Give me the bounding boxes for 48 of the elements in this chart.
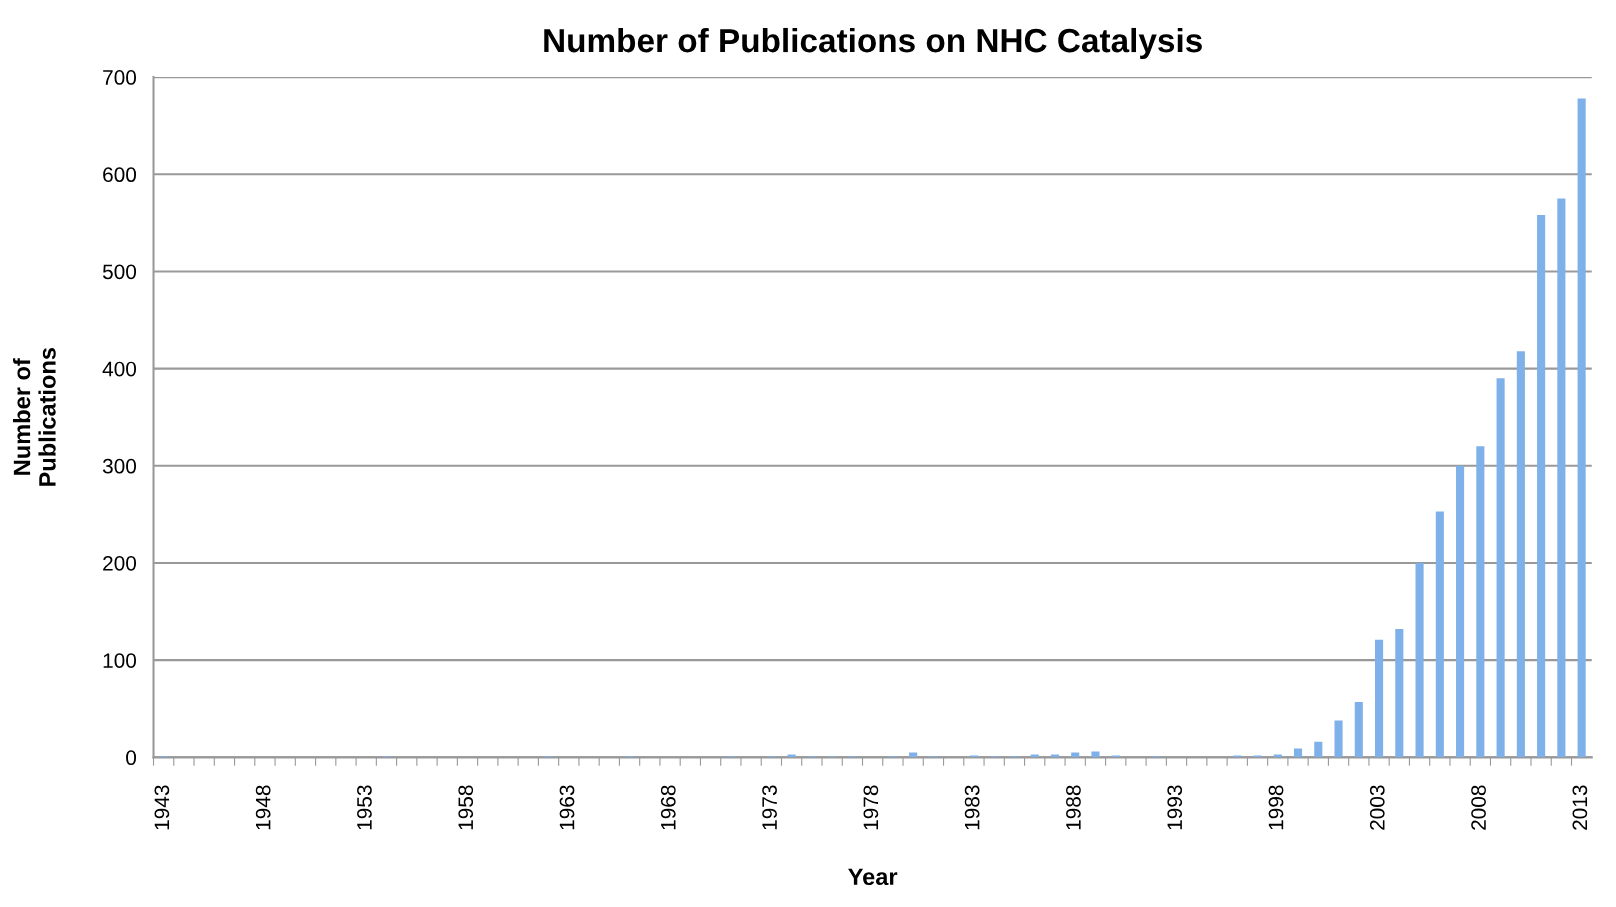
y-axis-title: Number of Publications	[12, 347, 56, 486]
bar	[1273, 754, 1282, 758]
x-tick-label: 1993	[1167, 785, 1183, 830]
y-tick-label: 700	[103, 70, 137, 85]
bar	[787, 754, 796, 758]
x-tick-label: 1998	[1268, 785, 1284, 830]
y-tick-label: 500	[102, 264, 137, 280]
bar	[1395, 629, 1404, 758]
x-tick-label: 1963	[559, 785, 575, 830]
bar	[1456, 465, 1465, 758]
bar	[1415, 562, 1424, 758]
x-tick-label: 1983	[964, 785, 980, 830]
y-tick-label: 400	[102, 361, 137, 377]
x-tick-label: 2003	[1369, 785, 1385, 830]
x-tick-label: 1973	[762, 785, 777, 830]
x-tick-label: 1943	[154, 785, 170, 830]
bar	[1516, 351, 1525, 758]
chart-title: Number of Publications on NHC Catalysis	[544, 27, 1202, 60]
bar	[1334, 720, 1343, 758]
bar	[1293, 748, 1303, 758]
x-tick-label: 2008	[1471, 785, 1486, 830]
y-tick-label: 0	[126, 750, 137, 766]
bar	[1435, 511, 1444, 758]
bar	[909, 752, 918, 758]
x-tick-label: 1953	[357, 785, 372, 830]
bar	[1354, 701, 1363, 758]
x-tick-label: 1968	[660, 785, 676, 830]
x-tick-label: 2013	[1572, 785, 1588, 830]
bar	[1375, 639, 1384, 758]
bar	[1476, 446, 1485, 758]
bar	[1496, 378, 1505, 758]
x-tick-label: 1988	[1066, 785, 1081, 830]
y-tick-label: 300	[102, 458, 137, 474]
bar	[1071, 752, 1080, 758]
bar	[1091, 751, 1100, 758]
bar	[1050, 754, 1059, 758]
x-tick-label: 1978	[863, 785, 879, 830]
y-tick-label: 200	[103, 555, 137, 571]
bar	[1030, 754, 1039, 758]
bar	[1537, 215, 1546, 758]
x-tick-label: 1948	[255, 785, 271, 830]
x-axis-title: Year	[848, 868, 898, 886]
x-tick-label: 1958	[458, 785, 474, 830]
bar	[1314, 741, 1323, 758]
y-tick-label: 600	[103, 167, 137, 183]
bar	[1577, 98, 1586, 758]
bar	[1557, 198, 1566, 758]
y-tick-label: 100	[103, 653, 137, 668]
